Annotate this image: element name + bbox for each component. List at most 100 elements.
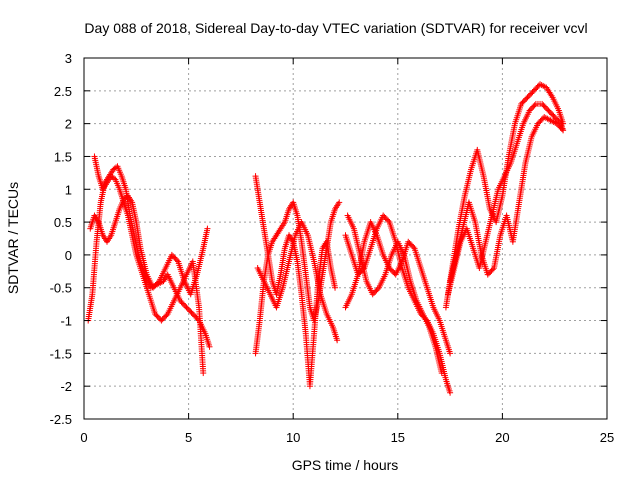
data-point [523,95,530,102]
data-point [177,297,184,304]
data-point [183,304,190,311]
data-point [410,244,417,251]
data-point [487,268,494,275]
y-tick-label: -0.5 [50,281,72,296]
data-point [553,120,560,127]
data-point [153,280,160,287]
data-point [488,267,495,274]
series-arc-3 [91,153,207,377]
data-point [524,94,531,101]
data-point [374,286,381,293]
data-point [518,100,525,107]
x-tick-label: 0 [80,430,87,445]
data-point [381,213,388,220]
data-point [519,99,526,106]
data-point [546,108,553,115]
data-point [110,175,117,182]
data-point [534,83,541,90]
data-point [163,312,170,319]
data-point [405,238,412,245]
data-point [372,288,379,295]
series-arc-12 [447,114,567,285]
series-arc-5 [252,173,339,390]
data-point [556,123,563,130]
data-point [180,301,187,308]
data-point [332,284,339,291]
data-point [537,118,544,125]
y-tick-label: 3 [65,51,72,66]
data-point [527,91,534,98]
data-point [525,93,532,100]
series-arc-6 [254,219,341,344]
data-point [369,291,376,298]
data-point [520,98,527,105]
data-point [179,300,186,307]
data-point [189,310,196,317]
data-point [186,307,193,314]
data-point [390,268,397,275]
data-point [187,308,194,315]
x-tick-label: 20 [495,430,509,445]
data-point [151,283,158,290]
data-point [539,100,546,107]
x-tick-label: 15 [391,430,405,445]
data-point [540,102,547,109]
data-point [159,316,166,323]
data-point [529,89,536,96]
data-point [489,266,496,273]
data-point [526,107,533,114]
data-point [152,282,159,289]
data-point [532,86,539,93]
data-point [550,112,557,119]
data-point [170,253,177,260]
data-point [154,313,161,320]
series-arc-10 [442,81,567,311]
series-arc-9 [344,212,445,377]
data-point [382,215,389,222]
data-point [529,104,536,111]
data-point [158,317,165,324]
series-arc-2 [87,192,211,298]
data-point [160,314,167,321]
data-point [484,271,491,278]
data-point [173,257,180,264]
data-point [406,240,413,247]
data-point [407,241,414,248]
data-point [538,116,545,123]
data-point [557,124,564,131]
y-tick-label: -2 [60,379,72,394]
data-point [545,107,552,114]
data-point [447,389,454,396]
data-point [542,104,549,111]
grid-layer [84,58,607,419]
data-point [204,225,211,232]
data-point [534,120,541,127]
data-point [536,119,543,126]
data-point [155,279,162,286]
data-point [182,303,189,310]
data-point [521,97,528,104]
data-point [184,305,191,312]
data-point [380,212,387,219]
data-point [409,242,416,249]
data-point [528,90,535,97]
y-tick-label: 0.5 [54,215,72,230]
axes: 0 5 10 15 20 25 -2.5 -2 -1.5 -1 -0.5 0 0.5 1 1.5 2 2.5 3 [50,51,615,445]
data-point [191,312,198,319]
data-point [551,114,558,121]
chart-title: Day 088 of 2018, Sidereal Day-to-day VTE… [84,20,587,36]
data-point [152,310,159,317]
data-point [552,115,559,122]
data-point [383,216,390,223]
data-point [387,266,394,273]
data-point [370,289,377,296]
data-point [153,312,160,319]
y-tick-label: 2 [65,117,72,132]
data-point [533,85,540,92]
x-tick-label: 10 [286,430,300,445]
y-axis-title: SDTVAR / TECUs [5,182,21,294]
data-point [549,111,556,118]
data-point [527,106,534,113]
data-point [558,125,565,132]
